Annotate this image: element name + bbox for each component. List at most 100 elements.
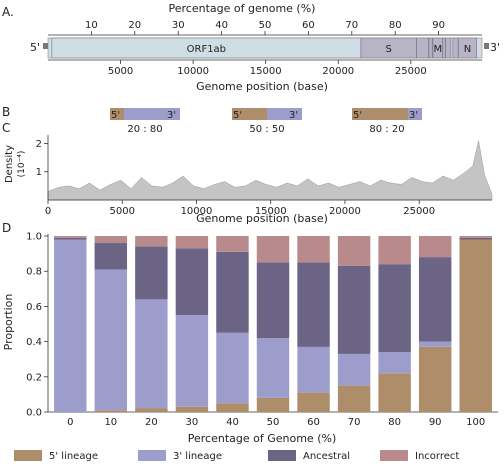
bar-segment <box>175 315 209 407</box>
panel-a-bottom-ticks: 5000 10000 15000 20000 25000 <box>108 60 427 77</box>
five-prime-segment <box>232 108 267 120</box>
five-prime-end-label: 5' <box>30 41 40 54</box>
c-x-tick-label: 15000 <box>255 206 287 217</box>
panel-b-items: 5' 3' 20 : 80 5' 3' 50 : 50 5' 3' 80 : 20 <box>110 108 422 135</box>
ratio-label: 80 : 20 <box>369 124 404 135</box>
bar-segment <box>378 264 411 353</box>
bar-segment <box>297 392 330 412</box>
bottom-tick-label: 5000 <box>108 66 133 77</box>
panel-d-xlabel: Percentage of Genome (%) <box>188 432 336 445</box>
panel-c-label: C <box>2 121 10 135</box>
panel-c-xlabel: Genome position (base) <box>196 212 328 225</box>
d-x-tick-label: 40 <box>226 417 239 428</box>
bar-segment <box>54 237 87 240</box>
bar-segment <box>54 239 87 412</box>
panel-a-genes: ORF1ab S M N <box>51 37 477 59</box>
bar-segment <box>135 236 168 247</box>
legend-swatch <box>380 450 408 461</box>
bar-segment <box>256 262 290 339</box>
c-x-tick-label: 5000 <box>110 206 135 217</box>
three-prime-segment <box>267 108 302 120</box>
panel-c-ticks: 0 5000 10000 15000 20000 25000 1 2 <box>36 139 435 217</box>
bar-segment <box>297 346 330 393</box>
bar-segment <box>337 353 371 386</box>
top-tick-label: 90 <box>432 20 445 31</box>
panel-a: A. Percentage of genome (%) 10 20 30 40 50 60… <box>2 2 500 93</box>
bar-segment <box>94 243 128 270</box>
top-tick-label: 50 <box>259 20 272 31</box>
legend-label: 5' lineage <box>49 451 98 462</box>
d-x-tick-label: 100 <box>466 417 485 428</box>
panel-c-ylabel: Density <box>4 145 15 183</box>
panel-d-legend: 5' lineage 3' lineage Ancestral Incorrect <box>14 450 459 462</box>
panel-d-x-ticks: 0 10 20 30 40 50 60 70 80 90 100 <box>67 417 485 428</box>
gene-block <box>452 37 459 59</box>
d-x-tick-label: 60 <box>307 417 320 428</box>
gene-block <box>442 37 446 59</box>
bar-segment <box>216 236 249 252</box>
bar-segment <box>297 262 330 347</box>
panel-d-label: D <box>2 221 11 235</box>
panel-c-ylabel-unit: (10⁻⁴) <box>17 151 27 178</box>
bar-segment <box>297 236 330 263</box>
c-y-tick-label: 1 <box>36 167 42 178</box>
three-prime-segment <box>124 108 180 120</box>
ratio-label: 20 : 80 <box>127 124 162 135</box>
d-x-tick-label: 30 <box>186 417 199 428</box>
top-tick-label: 40 <box>215 20 228 31</box>
bar-segment <box>337 265 371 354</box>
panel-a-top-axis-label: Percentage of genome (%) <box>169 2 316 15</box>
bar-segment <box>256 397 290 412</box>
three-prime-segment <box>408 108 422 120</box>
legend-label: 3' lineage <box>173 451 222 462</box>
bottom-tick-label: 25000 <box>395 66 427 77</box>
bar-segment <box>94 269 128 411</box>
three-prime-end-label: 3' <box>490 41 500 54</box>
c-x-tick-label: 0 <box>45 206 51 217</box>
gene-block <box>428 37 433 59</box>
bar-segment <box>216 251 249 333</box>
d-x-tick-label: 20 <box>145 417 158 428</box>
bar-segment <box>459 237 492 240</box>
bar-segment <box>135 408 168 412</box>
bar-segment <box>337 236 371 266</box>
three-prime-label: 3' <box>409 110 418 121</box>
five-prime-segment <box>110 108 124 120</box>
bar-segment <box>216 332 249 404</box>
d-x-tick-label: 50 <box>267 417 280 428</box>
bottom-tick-label: 15000 <box>250 66 282 77</box>
panel-a-bottom-axis-label: Genome position (base) <box>196 80 328 93</box>
panel-a-label: A. <box>2 5 14 19</box>
bar-segment <box>135 246 168 300</box>
five-prime-cap <box>43 43 48 49</box>
bar-segment <box>418 236 452 258</box>
bar-segment <box>175 236 209 249</box>
bar-segment <box>54 236 87 238</box>
bar-segment <box>216 403 249 412</box>
top-tick-label: 80 <box>389 20 402 31</box>
three-prime-label: 3' <box>167 110 176 121</box>
top-tick-label: 20 <box>128 20 141 31</box>
bar-segment <box>256 338 290 398</box>
bar-segment <box>378 373 411 412</box>
legend-label: Incorrect <box>415 451 459 462</box>
panel-b-label: B <box>2 105 10 119</box>
panel-b: B 5' 3' 20 : 80 5' 3' 50 : 50 5' 3' 80 : 20 <box>2 105 422 135</box>
d-y-tick-label: 0.2 <box>26 372 42 383</box>
d-y-tick-label: 0.8 <box>26 267 42 278</box>
five-prime-label: 5' <box>353 110 362 121</box>
d-x-tick-label: 10 <box>104 417 117 428</box>
ratio-label: 50 : 50 <box>249 124 284 135</box>
panel-d-bars <box>54 236 492 412</box>
panel-d: D Proportion 0.0 0.2 0.4 0.6 0.8 1.0 0 10 20 30 4… <box>2 221 498 462</box>
d-y-tick-label: 0.6 <box>26 302 42 313</box>
panel-d-y-ticks: 0.0 0.2 0.4 0.6 0.8 1.0 <box>26 232 48 419</box>
bar-segment <box>418 346 452 412</box>
d-x-tick-label: 0 <box>67 417 73 428</box>
d-y-tick-label: 0.4 <box>26 337 42 348</box>
three-prime-label: 3' <box>289 110 298 121</box>
bottom-tick-label: 20000 <box>322 66 354 77</box>
legend-swatch <box>268 450 296 461</box>
gene-block <box>416 37 429 59</box>
top-tick-label: 10 <box>85 20 98 31</box>
